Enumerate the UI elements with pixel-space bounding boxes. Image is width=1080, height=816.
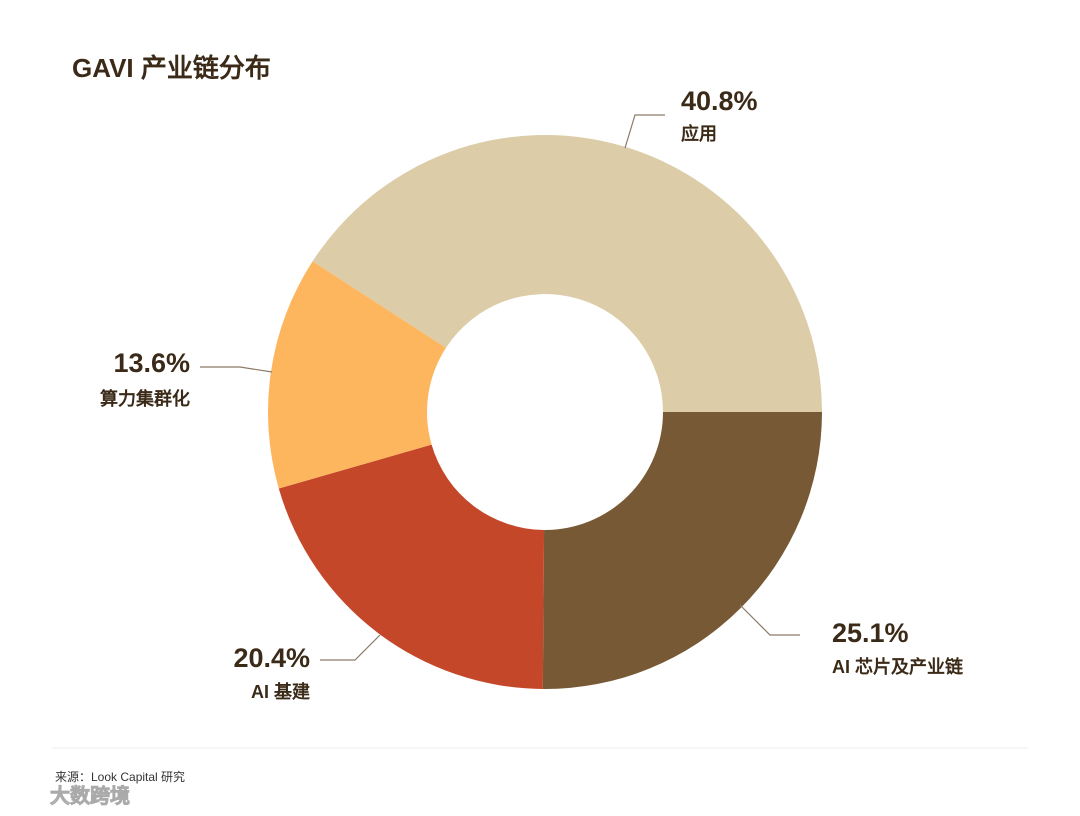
value-label: 25.1% <box>832 618 909 648</box>
value-label: 20.4% <box>233 643 310 673</box>
watermark: 大数跨境 <box>50 783 130 807</box>
category-label: AI 基建 <box>251 681 310 702</box>
value-label: 40.8% <box>681 86 758 116</box>
leader-line <box>739 604 800 636</box>
slice <box>278 444 545 689</box>
source-note: 来源：Look Capital 研究 <box>55 769 185 784</box>
category-label: 算力集群化 <box>100 388 190 409</box>
slice <box>542 412 823 690</box>
leader-line <box>624 114 665 149</box>
category-label: 应用 <box>681 123 717 144</box>
slice <box>312 135 822 412</box>
slice <box>268 261 447 489</box>
category-label: AI 芯片及产业链 <box>832 656 964 677</box>
chart-title: GAVI 产业链分布 <box>72 53 271 83</box>
value-label: 13.6% <box>113 348 190 378</box>
leader-line <box>320 634 381 661</box>
leader-line <box>200 366 273 373</box>
